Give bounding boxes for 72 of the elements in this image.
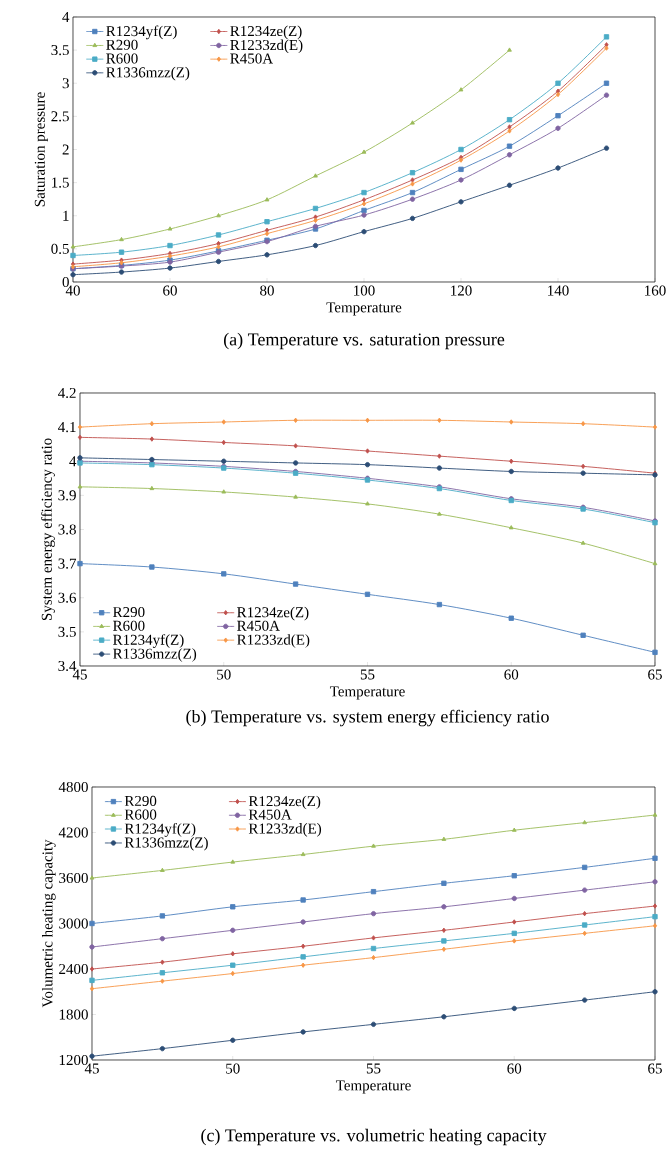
- legend-label: R1233zd(E): [237, 634, 310, 648]
- legend-label: R290: [106, 39, 138, 50]
- y-axis-title: Volumetric heating capacity: [42, 839, 56, 1008]
- y-tick-label: 3600: [59, 872, 88, 884]
- legend-label: R290: [124, 795, 157, 806]
- text: (c) Temperature vs. volumetric heating capacity: [201, 1128, 547, 1146]
- y-tick-label: 4.1: [58, 422, 76, 433]
- y-tick-label: 1: [63, 210, 69, 221]
- text: (a) Temperature vs. saturation pressure: [223, 332, 505, 350]
- x-tick-label: 40: [65, 285, 80, 296]
- x-tick-label: 50: [217, 669, 231, 680]
- y-tick-label: 4800: [58, 781, 88, 793]
- legend-label: R450A: [230, 53, 273, 64]
- y-axis-title: System energy efficiency ratio: [41, 438, 55, 621]
- legend-label: R450A: [237, 620, 280, 631]
- legend-label: R1234yf(Z): [113, 634, 184, 648]
- y-tick-label: 4.2: [58, 387, 76, 399]
- y-tick-label: 4: [62, 12, 70, 22]
- x-tick-label: 65: [648, 669, 662, 680]
- y-tick-label: 0.5: [51, 243, 69, 254]
- legend-label: R1234ze(Z): [230, 25, 302, 40]
- y-axis-title: Saturation pressure: [34, 92, 48, 207]
- x-tick-label: 140: [548, 285, 569, 296]
- y-tick-label: 1.5: [52, 177, 69, 188]
- y-tick-label: 3.5: [51, 45, 69, 56]
- y-tick-label: 1200: [59, 1054, 88, 1066]
- x-tick-label: 100: [354, 285, 375, 296]
- y-tick-label: 4: [69, 456, 77, 467]
- x-tick-label: 45: [72, 669, 87, 680]
- y-tick-label: 1800: [59, 1009, 88, 1020]
- legend-label: R1234ze(Z): [248, 795, 321, 810]
- legend-label: R1336mzz(Z): [106, 66, 190, 81]
- x-tick-label: 65: [648, 1063, 662, 1074]
- y-tick-label: 3000: [59, 918, 88, 929]
- y-tick-label: 3.7: [58, 558, 77, 569]
- y-tick-label: 3.5: [58, 626, 76, 637]
- x-tick-label: 55: [366, 1063, 381, 1074]
- y-tick-label: 3.6: [58, 592, 77, 603]
- x-tick-label: 80: [260, 285, 274, 296]
- legend-label: R1234yf(Z): [124, 822, 196, 837]
- legend-label: R1336mzz(Z): [124, 837, 208, 851]
- legend-label: R1336mzz(Z): [113, 648, 197, 662]
- y-tick-label: 3.4: [58, 660, 77, 672]
- x-tick-label: 55: [360, 669, 375, 680]
- x-tick-label: 45: [84, 1063, 99, 1074]
- legend-label: R1234yf(Z): [106, 25, 177, 40]
- legend-label: R450A: [248, 809, 292, 820]
- text: (b) Temperature vs. system energy efficiency ratio: [186, 709, 549, 727]
- x-axis-title: Temperature: [329, 686, 405, 700]
- x-tick-label: 60: [504, 669, 519, 680]
- y-tick-label: 3.9: [58, 490, 76, 501]
- legend-label: R1233zd(E): [230, 39, 303, 54]
- x-tick-label: 50: [226, 1063, 240, 1074]
- x-tick-label: 60: [507, 1063, 522, 1074]
- x-tick-label: 120: [451, 285, 472, 296]
- legend-label: R1233zd(E): [248, 823, 322, 837]
- legend-label: R290: [113, 607, 145, 618]
- y-tick-label: 2.5: [51, 111, 69, 122]
- x-tick-label: 60: [163, 285, 177, 296]
- y-tick-label: 3: [62, 78, 69, 89]
- legend-label: R1234ze(Z): [237, 606, 309, 621]
- legend-label: R600: [124, 809, 157, 820]
- x-axis-title: Temperature: [335, 1080, 411, 1094]
- y-tick-label: 2: [62, 144, 69, 155]
- x-tick-label: 160: [645, 285, 666, 296]
- legend-label: R600: [113, 620, 145, 631]
- y-tick-label: 3.8: [58, 524, 76, 535]
- legend-label: R600: [106, 53, 138, 64]
- y-tick-label: 2400: [59, 963, 88, 975]
- x-axis-title: Temperature: [326, 302, 402, 316]
- y-tick-label: 0: [62, 276, 69, 288]
- y-tick-label: 4200: [58, 827, 88, 838]
